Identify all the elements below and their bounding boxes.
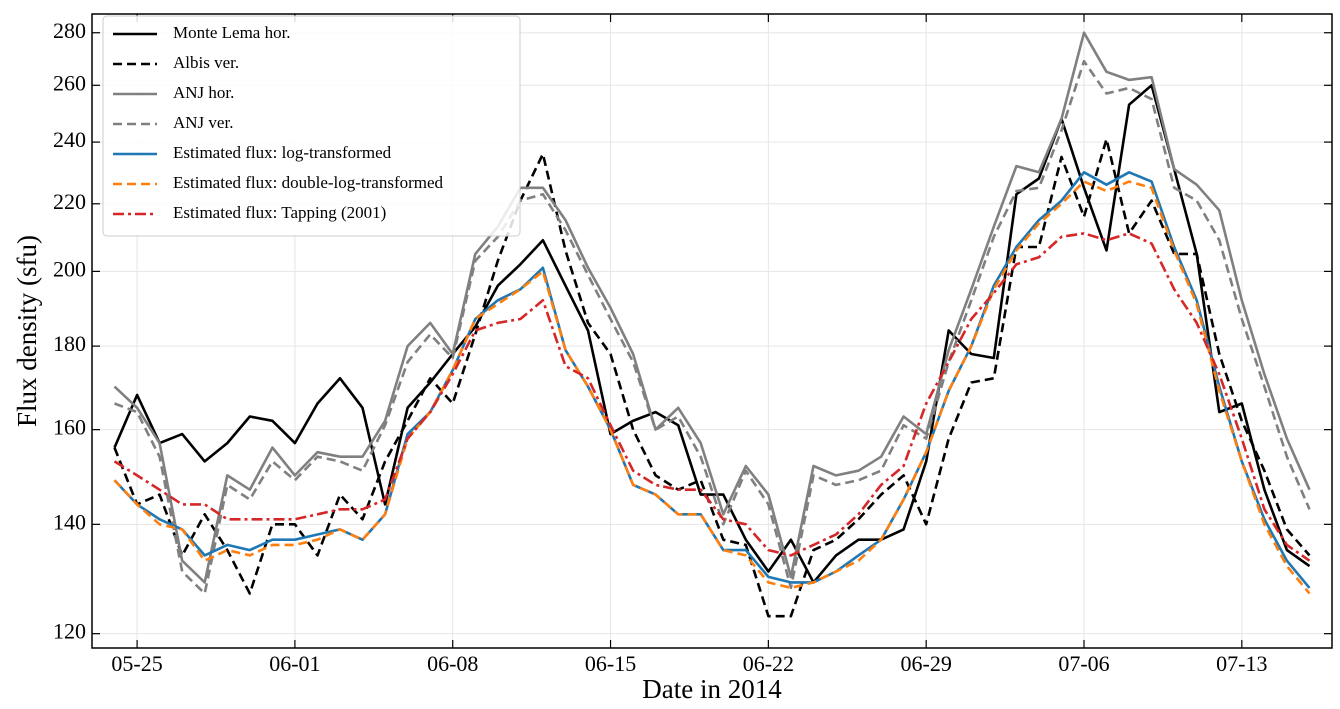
legend-label: Monte Lema hor.: [173, 23, 291, 42]
y-tick-label: 180: [53, 331, 86, 356]
series-line: [113, 137, 1311, 618]
series-line: [113, 31, 1311, 584]
y-axis-label: Flux density (sfu): [12, 235, 42, 427]
legend-label: Estimated flux: Tapping (2001): [173, 203, 386, 222]
series-line: [113, 84, 1311, 584]
y-tick-label: 260: [53, 70, 86, 95]
series-line: [113, 232, 1311, 562]
x-tick-label: 07-13: [1216, 651, 1267, 676]
x-tick-label: 06-01: [269, 651, 320, 676]
plot-lines: [113, 31, 1311, 618]
axes: 120 140 160 180 200 220 240 260 280 05-25 06-01 06-…: [53, 13, 1333, 676]
legend-label: ANJ hor.: [173, 83, 234, 102]
y-tick-label: 240: [53, 127, 86, 152]
x-tick-label: 07-06: [1058, 651, 1109, 676]
plot-frame: [91, 13, 1333, 649]
y-tick-label: 140: [53, 509, 86, 534]
x-tick-label: 06-15: [585, 651, 636, 676]
legend-box: [102, 15, 521, 237]
x-tick-label: 06-08: [427, 651, 478, 676]
y-tick-label: 220: [53, 189, 86, 214]
x-tick-label: 06-22: [743, 651, 794, 676]
legend-label: Estimated flux: double-log-transformed: [173, 173, 444, 192]
legend: Monte Lema hor. Albis ver. ANJ hor. ANJ ver…: [102, 15, 521, 237]
legend-label: ANJ ver.: [173, 113, 233, 132]
legend-label: Estimated flux: log-transformed: [173, 143, 392, 162]
y-tick-label: 280: [53, 18, 86, 43]
y-tick-label: 160: [53, 415, 86, 440]
x-tick-label: 05-25: [111, 651, 162, 676]
legend-label: Albis ver.: [173, 53, 239, 72]
x-tick-label: 06-29: [901, 651, 952, 676]
series-line: [113, 180, 1311, 595]
y-tick-label: 120: [53, 619, 86, 644]
series-line: [114, 59, 1311, 595]
y-tick-label: 200: [53, 256, 86, 281]
x-axis-label: Date in 2014: [642, 674, 782, 704]
